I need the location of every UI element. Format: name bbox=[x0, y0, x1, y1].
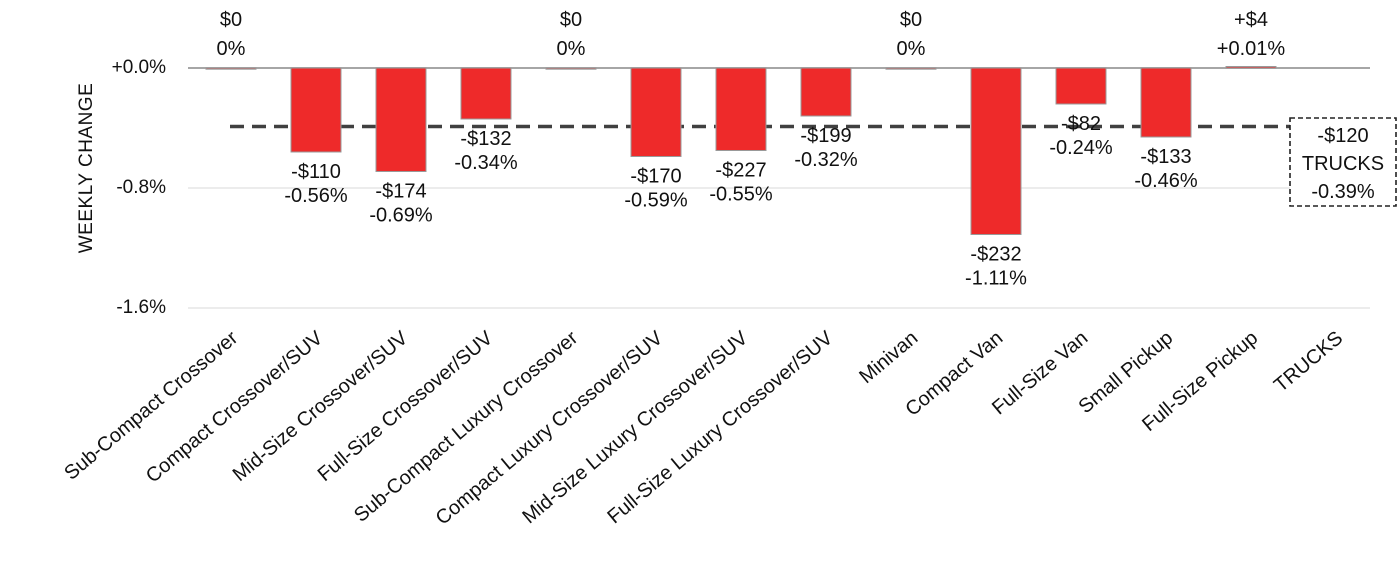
y-tick-label: -0.8% bbox=[116, 177, 166, 198]
reference-box-label: TRUCKS bbox=[1302, 153, 1384, 175]
bar bbox=[1140, 67, 1192, 138]
data-label-dollar: -$199 bbox=[800, 125, 851, 147]
data-label-dollar: -$110 bbox=[291, 161, 341, 183]
bar bbox=[205, 67, 257, 70]
data-label-percent: +0.01% bbox=[1217, 38, 1286, 60]
bar bbox=[375, 67, 427, 172]
bar bbox=[970, 67, 1022, 235]
bar bbox=[545, 67, 597, 70]
bar bbox=[630, 67, 682, 157]
y-tick-label: +0.0% bbox=[112, 57, 167, 78]
x-category-label: Sub-Compact Crossover bbox=[60, 327, 242, 485]
bar bbox=[460, 67, 512, 120]
data-label-dollar: -$174 bbox=[375, 181, 426, 203]
bar bbox=[715, 67, 767, 151]
reference-box-label: -$120 bbox=[1317, 125, 1368, 147]
data-label-percent: 0% bbox=[217, 38, 246, 60]
data-label-percent: -0.34% bbox=[454, 152, 518, 174]
data-label-percent: 0% bbox=[897, 38, 926, 60]
data-label-percent: -1.11% bbox=[965, 268, 1027, 290]
data-label-dollar: $0 bbox=[220, 9, 242, 31]
bar bbox=[800, 67, 852, 117]
data-labels: $0 0% -$110-0.56% -$174-0.69% -$132-0.34% $0 0… bbox=[217, 9, 1286, 290]
data-label-dollar: -$232 bbox=[970, 244, 1021, 266]
bar bbox=[1055, 67, 1107, 105]
data-label-dollar: $0 bbox=[560, 9, 582, 31]
x-category-label: TRUCKS bbox=[1270, 327, 1347, 397]
data-label-dollar: -$227 bbox=[715, 160, 766, 182]
data-label-dollar: -$170 bbox=[630, 166, 681, 188]
data-label-percent: -0.55% bbox=[709, 184, 773, 206]
data-label-percent: -0.24% bbox=[1049, 137, 1113, 159]
reference-box-label: -0.39% bbox=[1311, 181, 1375, 203]
data-label-percent: -0.56% bbox=[284, 185, 348, 207]
data-label-dollar: +$4 bbox=[1234, 9, 1268, 31]
data-label-dollar: -$82 bbox=[1061, 113, 1101, 135]
bar bbox=[885, 67, 937, 70]
reference-box: -$120 TRUCKS -0.39% bbox=[1289, 117, 1397, 207]
y-axis-title: WEEKLY CHANGE bbox=[76, 83, 97, 254]
data-label-dollar: $0 bbox=[900, 9, 922, 31]
bar bbox=[1225, 66, 1277, 69]
y-axis: +0.0% -0.8% -1.6% bbox=[112, 57, 167, 318]
data-label-dollar: -$133 bbox=[1140, 146, 1191, 168]
data-label-dollar: -$132 bbox=[460, 128, 511, 150]
x-category-label: Minivan bbox=[855, 327, 922, 388]
bar bbox=[290, 67, 342, 153]
data-label-percent: -0.69% bbox=[369, 205, 433, 227]
data-label-percent: 0% bbox=[557, 38, 586, 60]
data-label-percent: -0.59% bbox=[624, 190, 688, 212]
data-label-percent: -0.32% bbox=[794, 149, 858, 171]
y-tick-label: -1.6% bbox=[116, 297, 166, 318]
reference-box-frame bbox=[1289, 117, 1397, 207]
bars bbox=[205, 66, 1277, 235]
data-label-percent: -0.46% bbox=[1134, 170, 1198, 192]
